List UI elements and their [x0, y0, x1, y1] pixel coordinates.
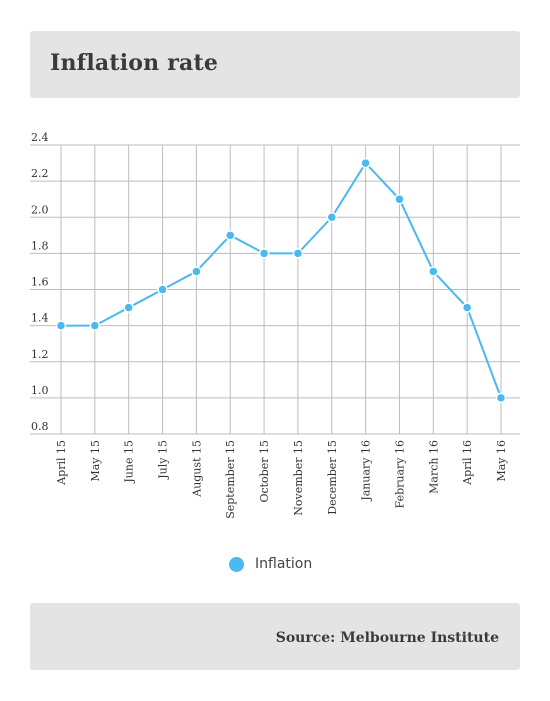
- chart-area: 0.8 1.0 1.2 1.4 1.6 1.8 2.0 2.2 2.4 April 15 May …: [0, 120, 550, 540]
- series-points: [55, 157, 507, 404]
- y-tick-label: 2.4: [31, 131, 49, 144]
- legend[interactable]: Inflation: [229, 554, 312, 574]
- data-point[interactable]: [495, 392, 507, 404]
- x-tick-label: December 15: [326, 440, 339, 515]
- x-tick-label: May 16: [495, 440, 508, 482]
- y-tick-label: 1.8: [31, 239, 49, 252]
- x-tick-label: October 15: [258, 440, 271, 503]
- data-point[interactable]: [258, 248, 270, 259]
- x-tick-label: August 15: [190, 440, 203, 498]
- x-tick-label: March 16: [427, 440, 440, 494]
- data-point[interactable]: [394, 193, 405, 205]
- data-point[interactable]: [428, 266, 439, 277]
- x-tick-label: November 15: [292, 440, 305, 516]
- grid: [30, 144, 520, 435]
- data-point[interactable]: [326, 212, 338, 223]
- y-tick-label: 1.0: [31, 384, 49, 397]
- title-panel: Inflation rate: [30, 31, 520, 98]
- x-tick-label: June 15: [123, 440, 136, 484]
- x-tick-label: September 15: [224, 440, 237, 519]
- data-point[interactable]: [191, 266, 202, 277]
- y-tick-label: 0.8: [31, 420, 49, 433]
- data-point[interactable]: [123, 302, 134, 313]
- y-tick-label: 1.4: [31, 312, 49, 325]
- data-point[interactable]: [360, 157, 371, 169]
- series-line-inflation: [61, 162, 502, 399]
- legend-label: Inflation: [255, 556, 313, 572]
- legend-marker-icon: [229, 556, 244, 572]
- data-point[interactable]: [89, 320, 101, 331]
- data-point[interactable]: [461, 302, 473, 313]
- data-point[interactable]: [157, 284, 168, 295]
- x-tick-label: January 16: [360, 440, 373, 502]
- data-point[interactable]: [55, 320, 67, 331]
- x-tick-label: April 16: [461, 440, 474, 486]
- data-point[interactable]: [224, 230, 236, 241]
- x-axis-ticks: April 15 May 15 June 15 July 15 August 15 Sep…: [55, 440, 508, 519]
- y-tick-label: 1.2: [31, 348, 49, 361]
- x-tick-label: February 16: [393, 440, 406, 508]
- x-tick-label: May 15: [89, 440, 102, 482]
- y-tick-label: 2.2: [31, 167, 49, 180]
- source-panel: Source: Melbourne Institute: [30, 603, 520, 670]
- series-line: [61, 162, 502, 399]
- source-text: Source: Melbourne Institute: [275, 630, 499, 646]
- x-tick-label: July 15: [157, 440, 170, 480]
- y-tick-label: 2.0: [31, 203, 49, 216]
- data-point[interactable]: [292, 248, 304, 259]
- y-axis-ticks: 0.8 1.0 1.2 1.4 1.6 1.8 2.0 2.2 2.4: [31, 131, 49, 433]
- line-chart: 0.8 1.0 1.2 1.4 1.6 1.8 2.0 2.2 2.4 April 15 May …: [30, 131, 520, 519]
- y-tick-label: 1.6: [31, 276, 49, 289]
- chart-title: Inflation rate: [50, 50, 219, 76]
- x-tick-label: April 15: [55, 440, 68, 486]
